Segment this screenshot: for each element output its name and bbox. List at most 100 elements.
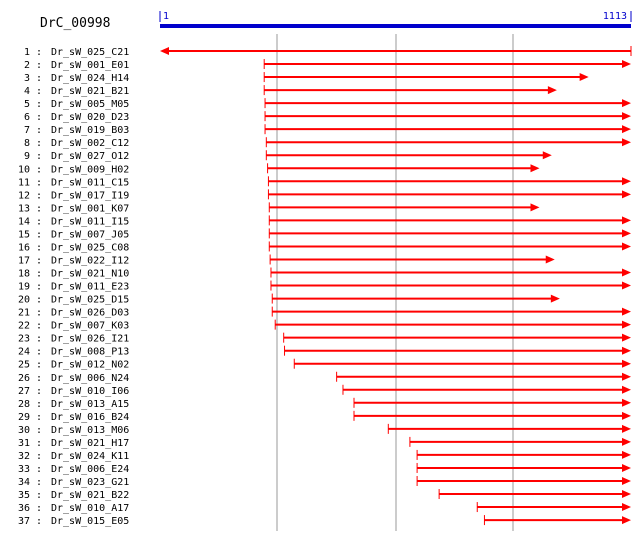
clone-index: 7: [24, 125, 30, 136]
clone-index: 6: [24, 112, 30, 123]
clone-separator: :: [36, 269, 42, 280]
clone-index: 1: [24, 47, 30, 58]
clone-separator: :: [36, 373, 42, 384]
gene-title: DrC_00998: [40, 16, 110, 31]
clone-name: Dr_sW_011_I15: [51, 216, 129, 227]
clone-arrow: [284, 345, 631, 356]
clone-name: Dr_sW_001_K07: [51, 203, 129, 214]
clone-separator: :: [36, 242, 42, 253]
clone-name: Dr_sW_006_E24: [51, 464, 129, 475]
clone-index: 9: [24, 151, 30, 162]
clone-name: Dr_sW_026_I21: [51, 334, 129, 345]
clone-index: 14: [18, 216, 30, 227]
clone-index: 20: [18, 295, 30, 306]
clone-separator: :: [36, 477, 42, 488]
clone-separator: :: [36, 308, 42, 319]
clone-index: 4: [24, 86, 30, 97]
clone-separator: :: [36, 334, 42, 345]
clone-name: Dr_sW_011_C15: [51, 177, 129, 188]
clone-arrow: [283, 332, 631, 343]
clone-separator: :: [36, 503, 42, 514]
clone-arrow: [271, 306, 631, 317]
clone-index: 11: [18, 177, 30, 188]
clone-arrow: [438, 489, 631, 500]
clone-name: Dr_sW_001_E01: [51, 60, 129, 71]
clone-name: Dr_sW_012_N02: [51, 360, 129, 371]
clone-separator: :: [36, 216, 42, 227]
clone-separator: :: [36, 177, 42, 188]
clone-separator: :: [36, 164, 42, 175]
clone-separator: :: [36, 86, 42, 97]
clone-arrow: [263, 72, 589, 83]
clone-name: Dr_sW_013_A15: [51, 399, 129, 410]
clone-index: 27: [18, 386, 30, 397]
clone-arrow: [483, 515, 631, 526]
clone-separator: :: [36, 490, 42, 501]
clone-arrow: [265, 137, 631, 148]
clone-labels: 1: Dr_sW_025_C21 2: Dr_sW_001_E01 3: Dr_sW_02…: [18, 47, 129, 527]
clone-arrow: [265, 150, 552, 161]
clone-index: 28: [18, 399, 30, 410]
clone-index: 31: [18, 438, 30, 449]
clone-arrow: [270, 280, 631, 291]
clone-arrow: [160, 46, 632, 56]
clone-name: Dr_sW_021_B21: [51, 86, 129, 97]
clone-arrow: [416, 462, 631, 473]
clone-separator: :: [36, 99, 42, 110]
clone-arrow: [416, 475, 631, 486]
clone-index: 19: [18, 282, 30, 293]
clone-index: 15: [18, 229, 30, 240]
clone-index: 16: [18, 242, 30, 253]
clone-name: Dr_sW_025_C08: [51, 242, 129, 253]
clone-arrow: [416, 449, 631, 460]
clone-name: Dr_sW_021_N10: [51, 269, 129, 280]
clone-name: Dr_sW_005_M05: [51, 99, 129, 110]
clone-arrows: [160, 46, 632, 526]
clone-index: 34: [18, 477, 30, 488]
clone-name: Dr_sW_027_O12: [51, 151, 129, 162]
clone-name: Dr_sW_010_I06: [51, 386, 129, 397]
clone-index: 26: [18, 373, 30, 384]
clone-name: Dr_sW_020_D23: [51, 112, 129, 123]
clone-arrow: [353, 410, 631, 421]
clone-separator: :: [36, 282, 42, 293]
clone-arrow: [270, 267, 631, 278]
clone-arrow: [264, 124, 631, 135]
clone-name: Dr_sW_002_C12: [51, 138, 129, 149]
clone-separator: :: [36, 295, 42, 306]
clone-separator: :: [36, 360, 42, 371]
clone-separator: :: [36, 203, 42, 214]
clone-separator: :: [36, 151, 42, 162]
clone-index: 2: [24, 60, 30, 71]
clone-separator: :: [36, 347, 42, 358]
clone-arrow: [342, 384, 631, 395]
clone-arrow: [267, 163, 540, 174]
clone-index: 30: [18, 425, 30, 436]
clone-name: Dr_sW_010_A17: [51, 503, 129, 514]
clone-index: 17: [18, 255, 30, 266]
clone-index: 10: [18, 164, 30, 175]
clone-index: 32: [18, 451, 30, 462]
clone-arrow: [263, 85, 557, 96]
clone-index: 18: [18, 269, 30, 280]
clone-separator: :: [36, 321, 42, 332]
clone-separator: :: [36, 412, 42, 423]
clone-name: Dr_sW_017_I19: [51, 190, 129, 201]
clone-separator: :: [36, 47, 42, 58]
clone-name: Dr_sW_019_B03: [51, 125, 129, 136]
clone-arrow: [409, 436, 631, 447]
clone-arrow: [264, 98, 631, 109]
clone-separator: :: [36, 73, 42, 84]
clone-separator: :: [36, 516, 42, 527]
clone-separator: :: [36, 451, 42, 462]
clone-arrow: [263, 59, 631, 70]
clone-index: 29: [18, 412, 30, 423]
clone-name: Dr_sW_021_B22: [51, 490, 129, 501]
clone-arrow: [269, 254, 555, 265]
clone-name: Dr_sW_011_E23: [51, 282, 129, 293]
clone-name: Dr_sW_009_H02: [51, 164, 129, 175]
clone-name: Dr_sW_007_K03: [51, 321, 129, 332]
clone-arrow: [264, 111, 631, 122]
clone-name: Dr_sW_006_N24: [51, 373, 129, 384]
clone-index: 24: [18, 347, 30, 358]
